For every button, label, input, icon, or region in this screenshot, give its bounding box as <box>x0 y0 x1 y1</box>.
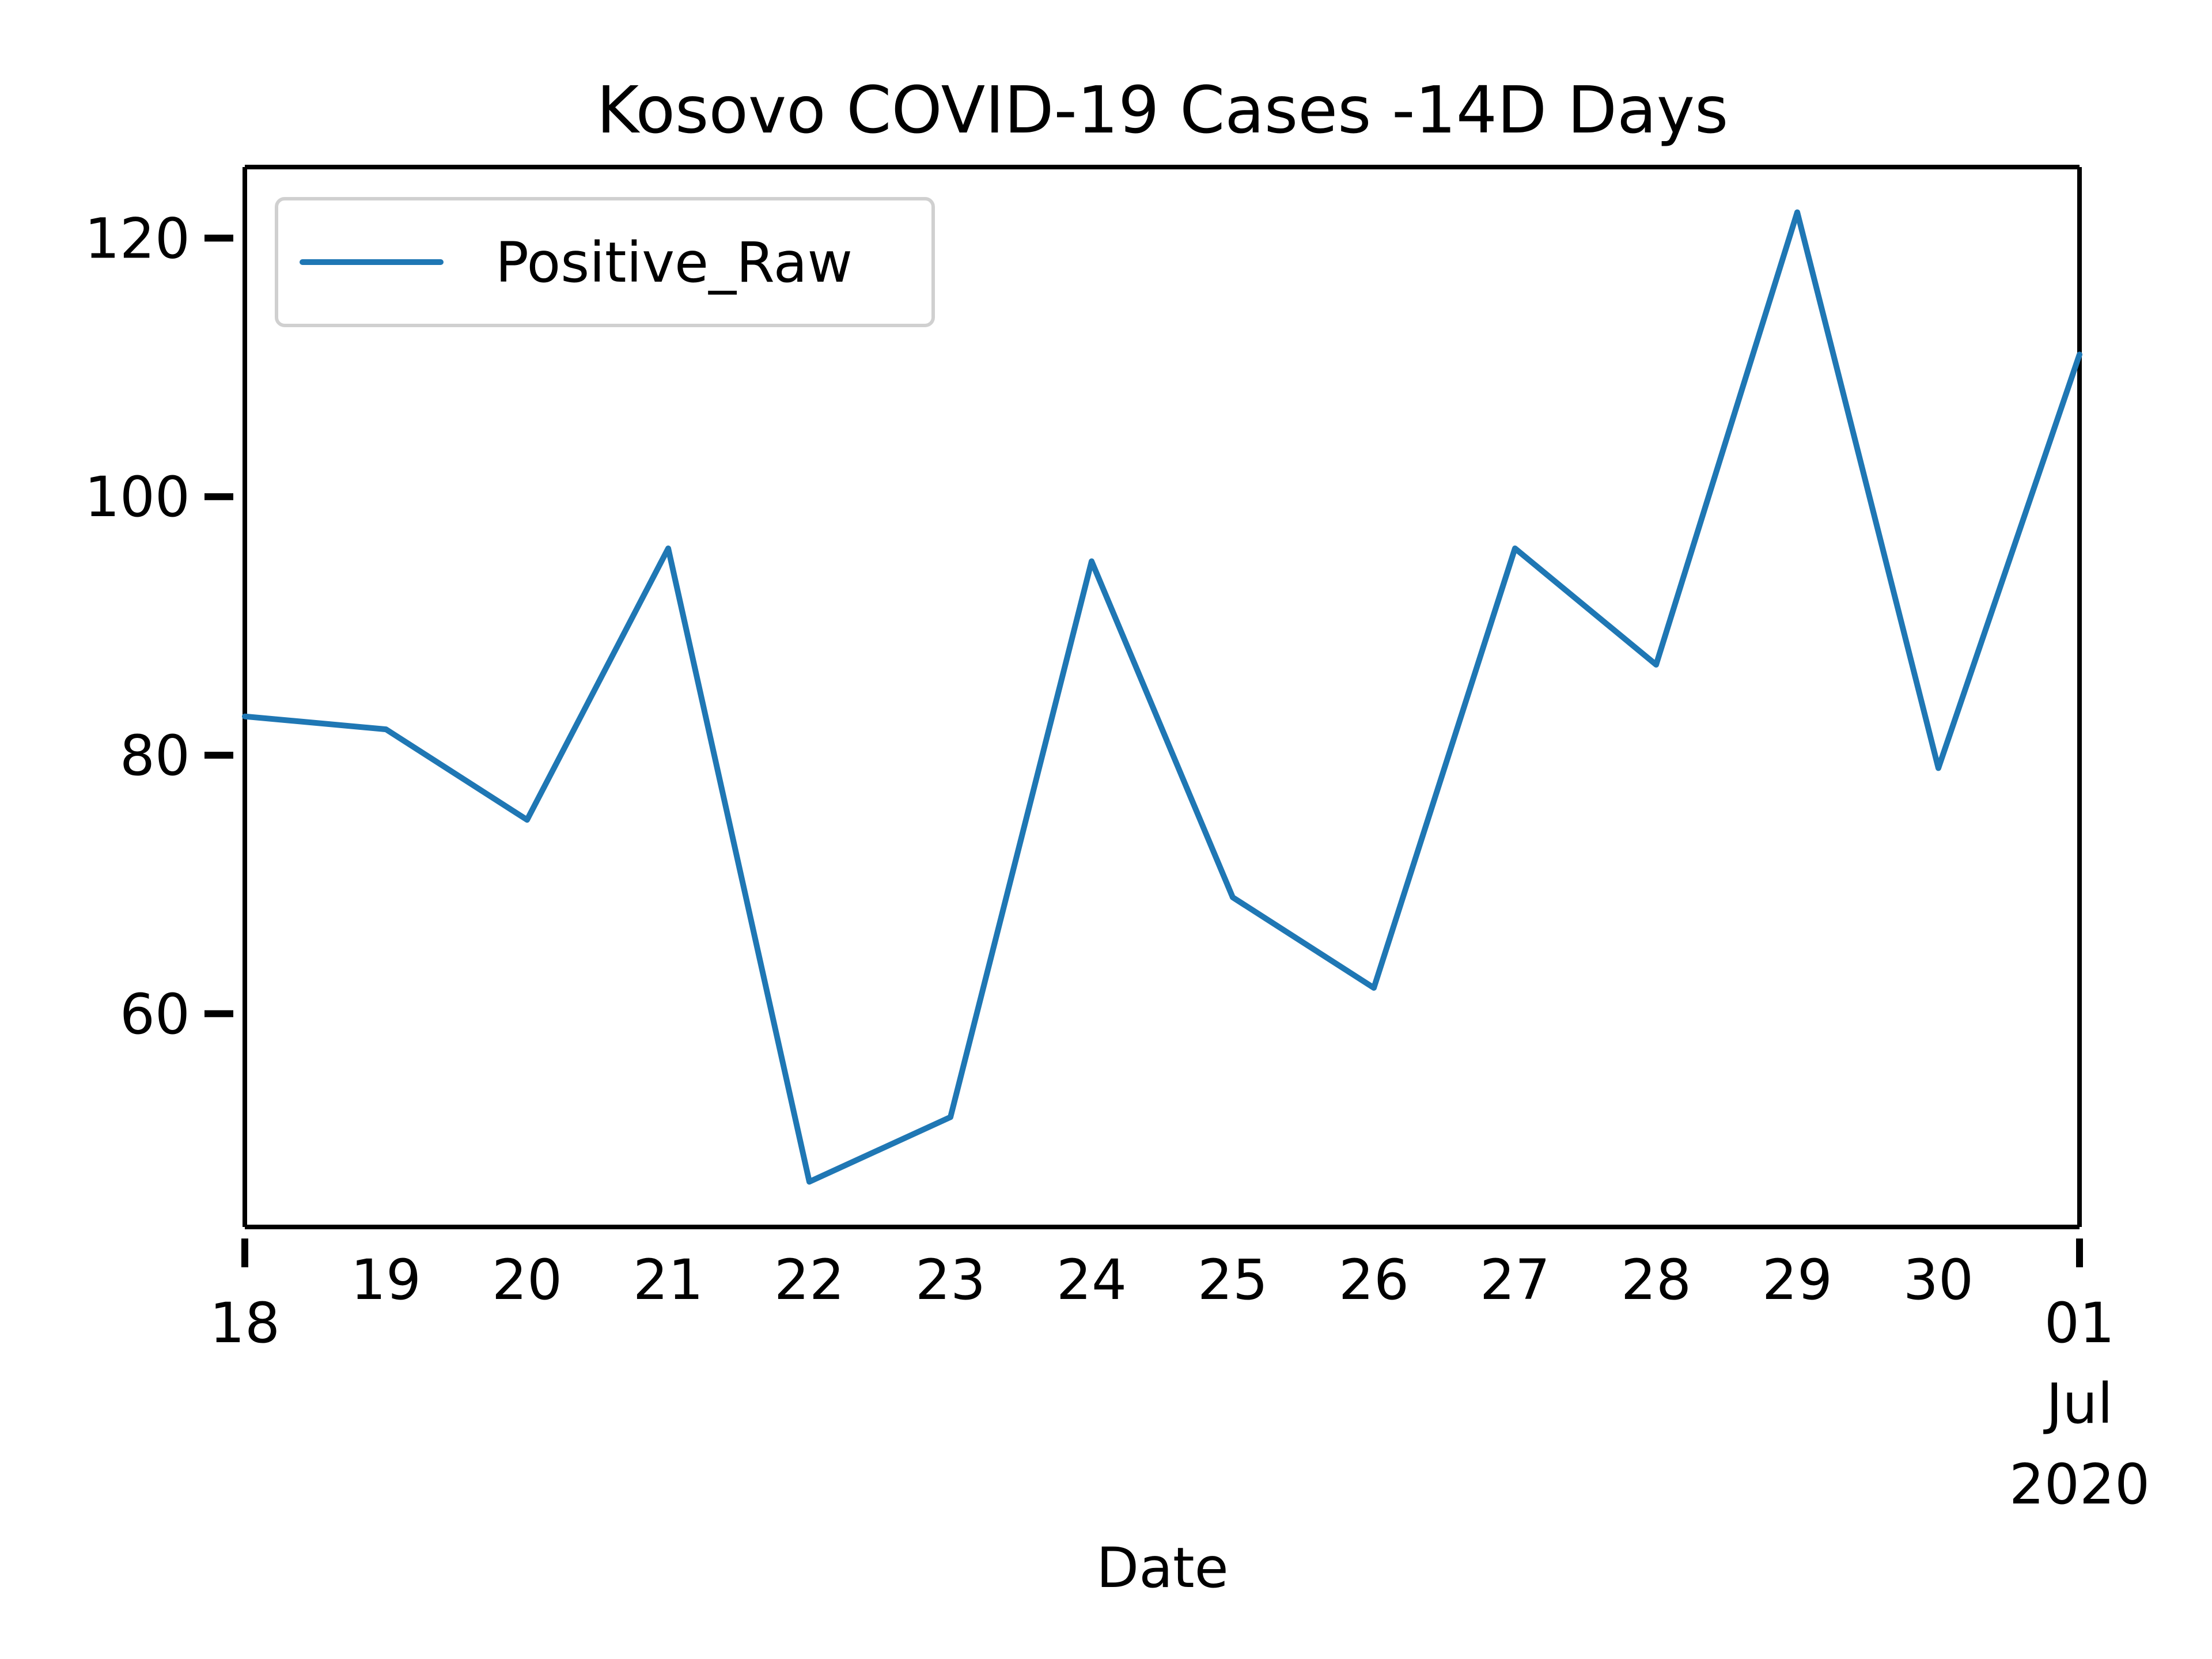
x-tick-label: 24 <box>1056 1248 1127 1312</box>
series-line-positive-raw <box>242 209 2082 1185</box>
x-tick-label: 29 <box>1762 1248 1832 1312</box>
x-tick-label: 22 <box>774 1248 844 1312</box>
legend-label: Positive_Raw <box>495 230 853 295</box>
legend-box <box>275 197 935 327</box>
x-tick-label: 25 <box>1198 1248 1268 1312</box>
y-tick-label: 120 <box>85 206 190 271</box>
x-tick-label: 28 <box>1621 1248 1691 1312</box>
x-tick-sublabel: Jul <box>2043 1372 2113 1436</box>
x-tick-label: 23 <box>915 1248 986 1312</box>
x-tick-sublabel: 2020 <box>2009 1452 2150 1517</box>
x-tick-label: 19 <box>351 1248 421 1312</box>
x-tick-label: 26 <box>1339 1248 1409 1312</box>
y-tick-label: 80 <box>120 724 190 788</box>
y-tick-label: 100 <box>85 465 190 529</box>
x-axis-label: Date <box>1096 1536 1228 1600</box>
x-tick-label: 27 <box>1480 1248 1550 1312</box>
x-tick-label: 21 <box>633 1248 703 1312</box>
chart-title: Kosovo COVID-19 Cases -14D Days <box>597 73 1729 148</box>
x-tick-label: 01 <box>2044 1291 2115 1355</box>
plot-area: 60 80 100 120 18 19 20 21 22 23 24 25 26 27 28 29 30 01 Ju… <box>85 165 2150 1517</box>
x-tick-label: 18 <box>210 1291 280 1355</box>
x-tick-label: 20 <box>492 1248 562 1312</box>
y-tick-label: 60 <box>120 982 190 1047</box>
x-tick-label: 30 <box>1903 1248 1974 1312</box>
